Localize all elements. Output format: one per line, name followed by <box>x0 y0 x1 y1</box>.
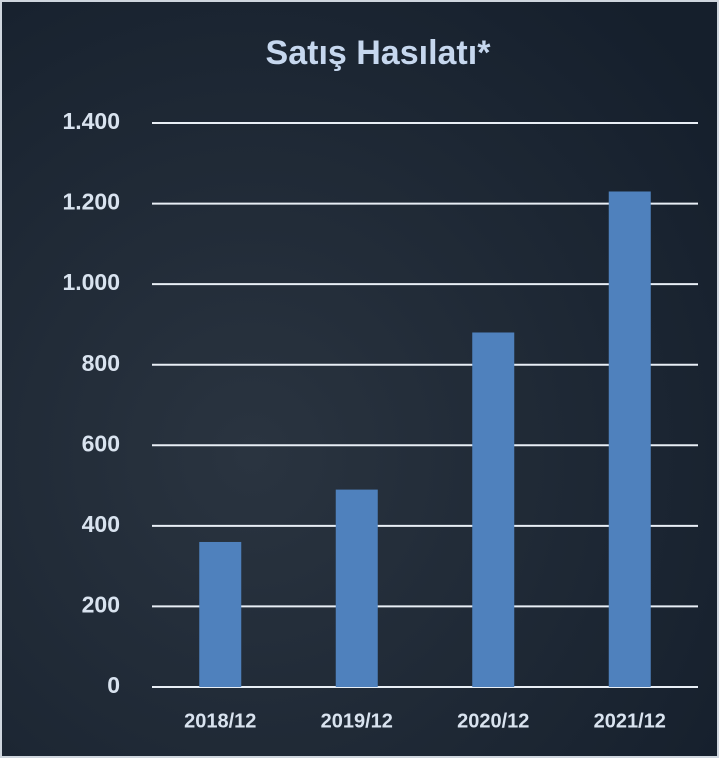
y-tick-label: 1.000 <box>62 269 120 295</box>
chart: Satış Hasılatı* 0 200 400 600 800 1.000 1.200 1… <box>0 0 719 758</box>
y-tick-label: 1.400 <box>62 108 120 134</box>
bar <box>336 490 378 687</box>
y-tick-label: 400 <box>82 511 120 537</box>
y-tick-label: 200 <box>82 592 120 618</box>
y-tick-label: 0 <box>107 672 120 698</box>
bar <box>472 332 514 687</box>
x-tick-label: 2020/12 <box>457 710 529 732</box>
bar <box>199 542 241 687</box>
bar <box>609 191 651 687</box>
x-tick-label: 2019/12 <box>321 710 393 732</box>
x-tick-label: 2018/12 <box>184 710 256 732</box>
chart-title: Satış Hasılatı* <box>266 34 492 72</box>
y-tick-label: 1.200 <box>62 189 120 215</box>
y-tick-label: 800 <box>82 350 120 376</box>
x-tick-label: 2021/12 <box>594 710 666 732</box>
y-tick-label: 600 <box>82 430 120 456</box>
